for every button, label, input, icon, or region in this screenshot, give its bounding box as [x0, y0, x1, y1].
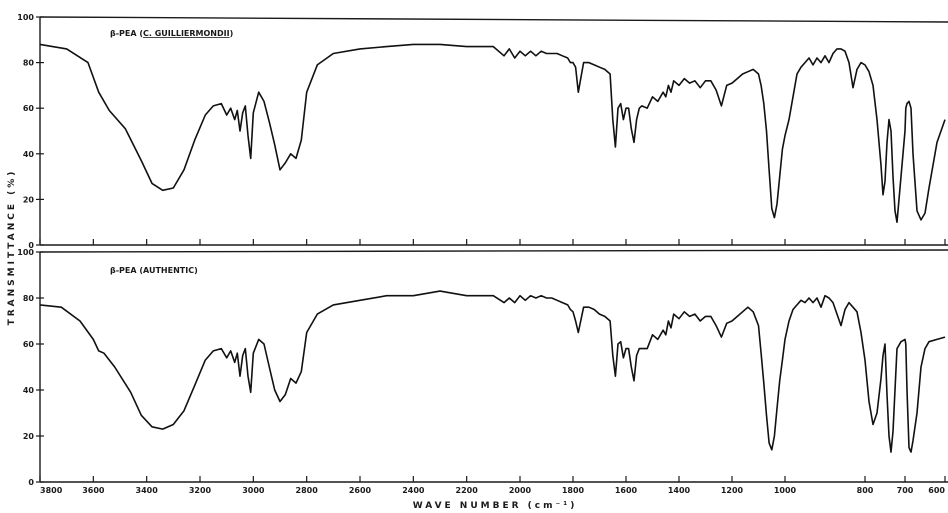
x-tick-label-1000: 1000	[774, 486, 797, 495]
x-tick-label-3200: 3200	[189, 486, 212, 495]
panel-top-spectrum-line	[39, 43, 946, 223]
x-tick-label-3000: 3000	[242, 486, 265, 495]
panel-top-title: β-PEA (C. GUILLIERMONDII)	[110, 29, 233, 38]
x-tick-label-1800: 1800	[562, 486, 585, 495]
panel-authentic: β-PEA (AUTHENTIC) 0 20 40 60 80 100	[17, 248, 948, 487]
panel-1-y-tick-label-20: 20	[23, 432, 35, 441]
panel-bottom-ticks: 0 20 40 60 80 100	[17, 248, 946, 487]
panel-bottom-title: β-PEA (AUTHENTIC)	[110, 266, 198, 275]
panel-bottom-spectrum-line	[39, 290, 946, 453]
panel-bottom-frame-top	[39, 249, 948, 253]
x-tick-label-1600: 1600	[615, 486, 638, 495]
panel-1-y-tick-label-0: 0	[28, 478, 34, 487]
x-tick-label-2800: 2800	[296, 486, 319, 495]
x-tick-label-2400: 2400	[402, 486, 425, 495]
panel-0-y-tick-label-0: 0	[28, 241, 34, 250]
x-axis-title: WAVE NUMBER (cm⁻¹)	[413, 501, 578, 511]
panel-top-title-organism: C. GUILLIERMONDII	[143, 29, 230, 38]
x-tick-label-3600: 3600	[82, 486, 105, 495]
x-tick-label-600: 600	[928, 486, 945, 495]
x-tick-label-1400: 1400	[668, 486, 691, 495]
x-tick-label-3400: 3400	[136, 486, 159, 495]
panel-guilliermondii: β-PEA (C. GUILLIERMONDII) 0 20 40 60 80 100	[17, 13, 948, 250]
x-axis-tick-labels: 3800 3600 3400 3200 3000 2800 2600 2400 2200 2000…	[40, 486, 945, 495]
panel-0-y-tick-label-40: 40	[23, 150, 35, 159]
x-tick-label-800: 800	[857, 486, 874, 495]
panel-1-y-tick-label-80: 80	[23, 294, 35, 303]
panel-top-ticks: 0 20 40 60 80 100	[17, 13, 946, 250]
panel-0-y-tick-label-60: 60	[23, 104, 35, 113]
panel-1-y-tick-label-60: 60	[23, 340, 35, 349]
panel-1-y-tick-label-100: 100	[17, 248, 34, 257]
x-tick-label-3800: 3800	[40, 486, 63, 495]
x-tick-label-1200: 1200	[721, 486, 744, 495]
panel-0-y-tick-label-100: 100	[17, 13, 34, 22]
x-tick-label-2000: 2000	[509, 486, 532, 495]
panel-top-frame-top	[39, 16, 948, 23]
panel-top-title-prefix: β-PEA (	[110, 29, 143, 38]
x-tick-label-2600: 2600	[349, 486, 372, 495]
panel-0-y-tick-label-80: 80	[23, 59, 35, 68]
panel-0-y-tick-label-20: 20	[23, 195, 35, 204]
panel-1-y-tick-label-40: 40	[23, 386, 35, 395]
x-tick-label-2200: 2200	[456, 486, 479, 495]
y-axis-title: TRANSMITTANCE (%)	[7, 169, 17, 326]
x-tick-label-700: 700	[897, 486, 914, 495]
panel-top-title-suffix: )	[230, 29, 234, 38]
